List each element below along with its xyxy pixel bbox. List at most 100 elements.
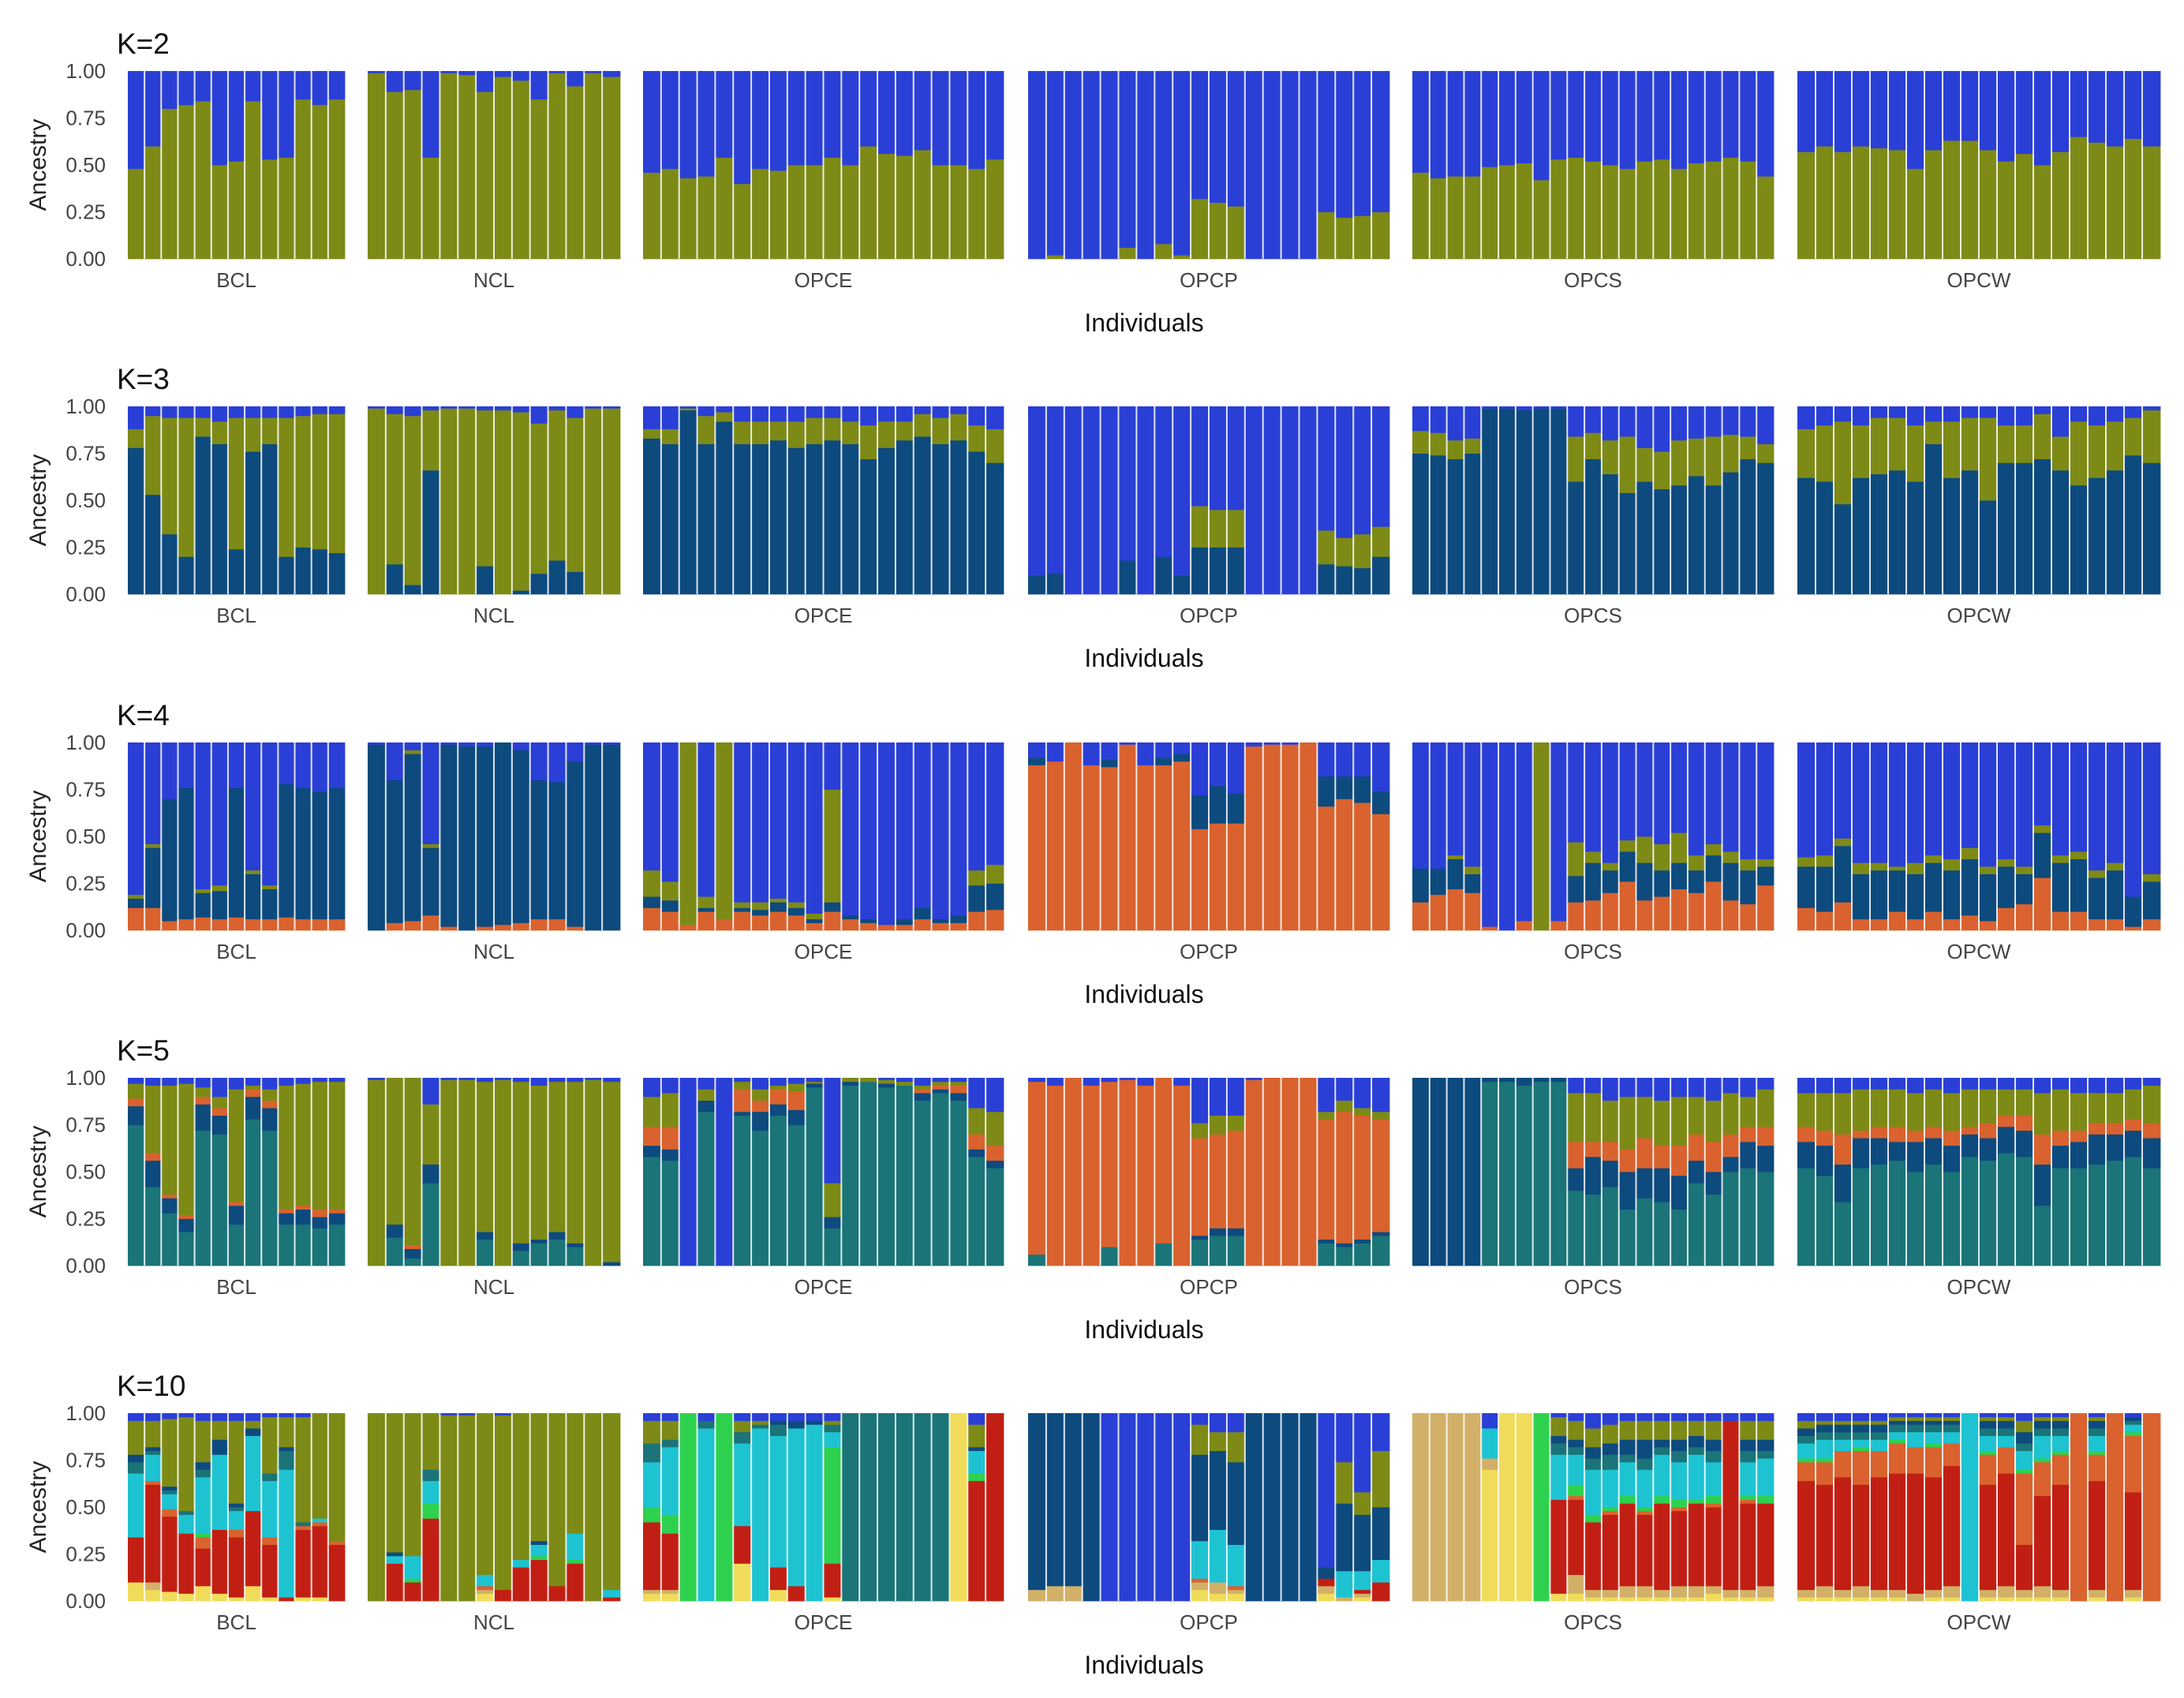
bar-separator xyxy=(967,71,969,259)
ancestry-bar-segment xyxy=(2015,1413,2034,1421)
bar-separator xyxy=(177,406,179,594)
bar-separator xyxy=(967,406,969,594)
ancestry-bar-segment xyxy=(1429,454,1448,595)
ancestry-bar-segment xyxy=(2088,477,2107,595)
ancestry-bar-segment xyxy=(1618,1172,1636,1210)
ancestry-bar-segment xyxy=(877,924,896,931)
ancestry-bar-segment xyxy=(1834,845,1853,903)
ancestry-bar-segment xyxy=(1653,1439,1671,1448)
ancestry-bar-segment xyxy=(1816,1458,1834,1463)
ancestry-bar-segment xyxy=(1429,432,1448,456)
ancestry-bar-segment xyxy=(2070,1413,2089,1602)
ancestry-bar-segment xyxy=(439,744,458,927)
ancestry-bar-segment xyxy=(715,1078,734,1266)
ancestry-bar-segment xyxy=(1739,458,1757,595)
bar-separator xyxy=(1905,1078,1907,1266)
ancestry-bar-segment xyxy=(529,1085,548,1240)
ancestry-bar-segment xyxy=(1756,1172,1774,1266)
ancestry-bar-segment xyxy=(805,1086,824,1266)
bar-separator xyxy=(193,1413,196,1601)
ancestry-bar-segment xyxy=(494,1078,513,1080)
ancestry-bar-segment xyxy=(548,1232,567,1240)
ancestry-bar-segment xyxy=(823,1431,842,1448)
ancestry-bar-segment xyxy=(1834,1476,1853,1591)
bar-separator xyxy=(1262,1413,1264,1601)
ancestry-bar-segment xyxy=(2088,142,2107,260)
ancestry-bar-segment xyxy=(2142,1138,2161,1169)
bar-separator xyxy=(327,1078,329,1266)
ancestry-bar-segment xyxy=(1797,907,1816,931)
bar-separator xyxy=(1371,71,1373,259)
ancestry-bar-segment xyxy=(2033,825,2052,833)
ancestry-bar-segment xyxy=(751,742,770,903)
ancestry-bar-segment xyxy=(2088,1413,2107,1418)
ancestry-bar-segment xyxy=(194,71,212,102)
bar-separator xyxy=(1298,1413,1300,1601)
ancestry-bar-segment xyxy=(895,155,914,260)
ancestry-bar-segment xyxy=(1816,1413,1834,1421)
ancestry-bar-segment xyxy=(895,1085,914,1266)
ancestry-bar-segment xyxy=(1045,1413,1065,1587)
ancestry-bar-segment xyxy=(194,1086,212,1098)
ancestry-bar-segment xyxy=(194,1585,212,1602)
ancestry-bar-segment xyxy=(529,1078,548,1086)
ancestry-bar-segment xyxy=(1852,1078,1871,1090)
ancestry-bar-segment xyxy=(1550,1081,1568,1266)
ancestry-bar-segment xyxy=(697,1078,716,1090)
ancestry-bar-segment xyxy=(566,1243,585,1247)
ancestry-bar-segment xyxy=(421,410,440,471)
ancestry-bar-segment xyxy=(1567,1454,1585,1485)
ancestry-bar-segment xyxy=(1371,556,1390,595)
bar-separator xyxy=(1225,1078,1228,1266)
ancestry-bar-segment xyxy=(1739,436,1757,460)
ancestry-bar-segment xyxy=(2088,1134,2107,1165)
bar-separator xyxy=(1280,1413,1282,1601)
ancestry-bar-segment xyxy=(660,1589,680,1594)
ancestry-bar-segment xyxy=(1317,563,1336,595)
ancestry-bar-segment xyxy=(1997,1126,2016,1154)
ancestry-bar-segment xyxy=(1870,71,1889,148)
bar-separator xyxy=(912,1078,914,1266)
ancestry-bar-segment xyxy=(1687,892,1706,931)
bar-separator xyxy=(1851,406,1853,594)
bar-separator xyxy=(1869,71,1871,259)
bar-separator xyxy=(327,1413,329,1601)
bar-separator xyxy=(1635,1078,1637,1266)
ancestry-bar-segment xyxy=(1446,71,1464,177)
ancestry-bar-segment xyxy=(1371,1507,1390,1561)
ancestry-bar-segment xyxy=(2051,1413,2070,1418)
ancestry-bar-segment xyxy=(368,1078,387,1080)
ancestry-bar-segment xyxy=(1515,1413,1534,1602)
group-label: OPCS xyxy=(1564,268,1622,292)
ancestry-bar-segment xyxy=(733,1115,752,1266)
ancestry-bar-segment xyxy=(2015,1589,2034,1598)
ancestry-bar-segment xyxy=(1797,151,1816,260)
ancestry-bar-segment xyxy=(278,1224,295,1266)
y-tick-label: 0.50 xyxy=(65,1160,106,1184)
ancestry-bar-segment xyxy=(1636,1096,1654,1139)
ancestry-bar-segment xyxy=(278,784,295,918)
ancestry-bar-segment xyxy=(529,1559,548,1602)
ancestry-bar-segment xyxy=(1618,1420,1636,1440)
ancestry-bar-segment xyxy=(566,1559,585,1564)
bar-separator xyxy=(858,742,861,930)
ancestry-bar-segment xyxy=(1888,1439,1907,1444)
ancestry-bar-segment xyxy=(548,1585,567,1602)
bar-separator xyxy=(421,1078,423,1266)
ancestry-bar-segment xyxy=(421,1104,440,1165)
bar-separator xyxy=(310,1078,312,1266)
ancestry-bar-segment xyxy=(660,1126,680,1150)
ancestry-bar-segment xyxy=(1446,176,1464,260)
ancestry-bar-segment xyxy=(1601,870,1620,893)
ancestry-bar-segment xyxy=(1209,1431,1228,1451)
ancestry-bar-segment xyxy=(1906,406,1925,426)
bar-separator xyxy=(1208,1078,1210,1266)
bar-separator xyxy=(696,1078,698,1266)
ancestry-bar-segment xyxy=(2070,858,2089,912)
ancestry-bar-segment xyxy=(211,918,229,931)
ancestry-bar-segment xyxy=(1997,1153,2016,1266)
ancestry-bar-segment xyxy=(1979,1428,1998,1436)
ancestry-bar-segment xyxy=(2070,484,2089,595)
ancestry-bar-segment xyxy=(1797,1443,1816,1459)
ancestry-bar-segment xyxy=(733,1443,752,1527)
